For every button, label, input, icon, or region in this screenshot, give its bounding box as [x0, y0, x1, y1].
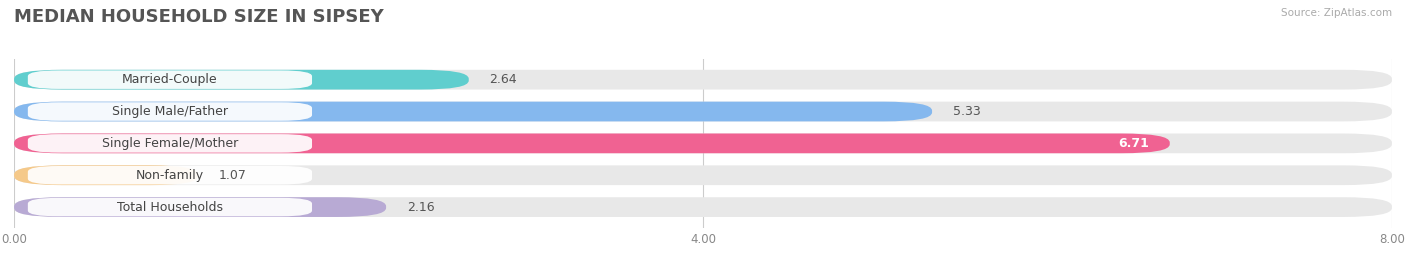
FancyBboxPatch shape — [14, 70, 1392, 90]
Text: 2.64: 2.64 — [489, 73, 517, 86]
Text: Total Households: Total Households — [117, 200, 224, 214]
Text: 6.71: 6.71 — [1118, 137, 1149, 150]
FancyBboxPatch shape — [14, 133, 1170, 153]
Text: Non-family: Non-family — [136, 169, 204, 182]
Text: 5.33: 5.33 — [953, 105, 980, 118]
FancyBboxPatch shape — [14, 197, 387, 217]
FancyBboxPatch shape — [28, 198, 312, 216]
FancyBboxPatch shape — [28, 134, 312, 152]
Text: Source: ZipAtlas.com: Source: ZipAtlas.com — [1281, 8, 1392, 18]
Text: Single Female/Mother: Single Female/Mother — [101, 137, 238, 150]
FancyBboxPatch shape — [28, 70, 312, 89]
FancyBboxPatch shape — [14, 102, 1392, 121]
FancyBboxPatch shape — [14, 165, 1392, 185]
FancyBboxPatch shape — [14, 165, 198, 185]
FancyBboxPatch shape — [28, 166, 312, 184]
Text: 2.16: 2.16 — [406, 200, 434, 214]
Text: Single Male/Father: Single Male/Father — [112, 105, 228, 118]
Text: 1.07: 1.07 — [219, 169, 247, 182]
FancyBboxPatch shape — [28, 102, 312, 121]
Text: Married-Couple: Married-Couple — [122, 73, 218, 86]
FancyBboxPatch shape — [14, 197, 1392, 217]
Text: MEDIAN HOUSEHOLD SIZE IN SIPSEY: MEDIAN HOUSEHOLD SIZE IN SIPSEY — [14, 8, 384, 26]
FancyBboxPatch shape — [14, 102, 932, 121]
FancyBboxPatch shape — [14, 70, 468, 90]
FancyBboxPatch shape — [14, 133, 1392, 153]
